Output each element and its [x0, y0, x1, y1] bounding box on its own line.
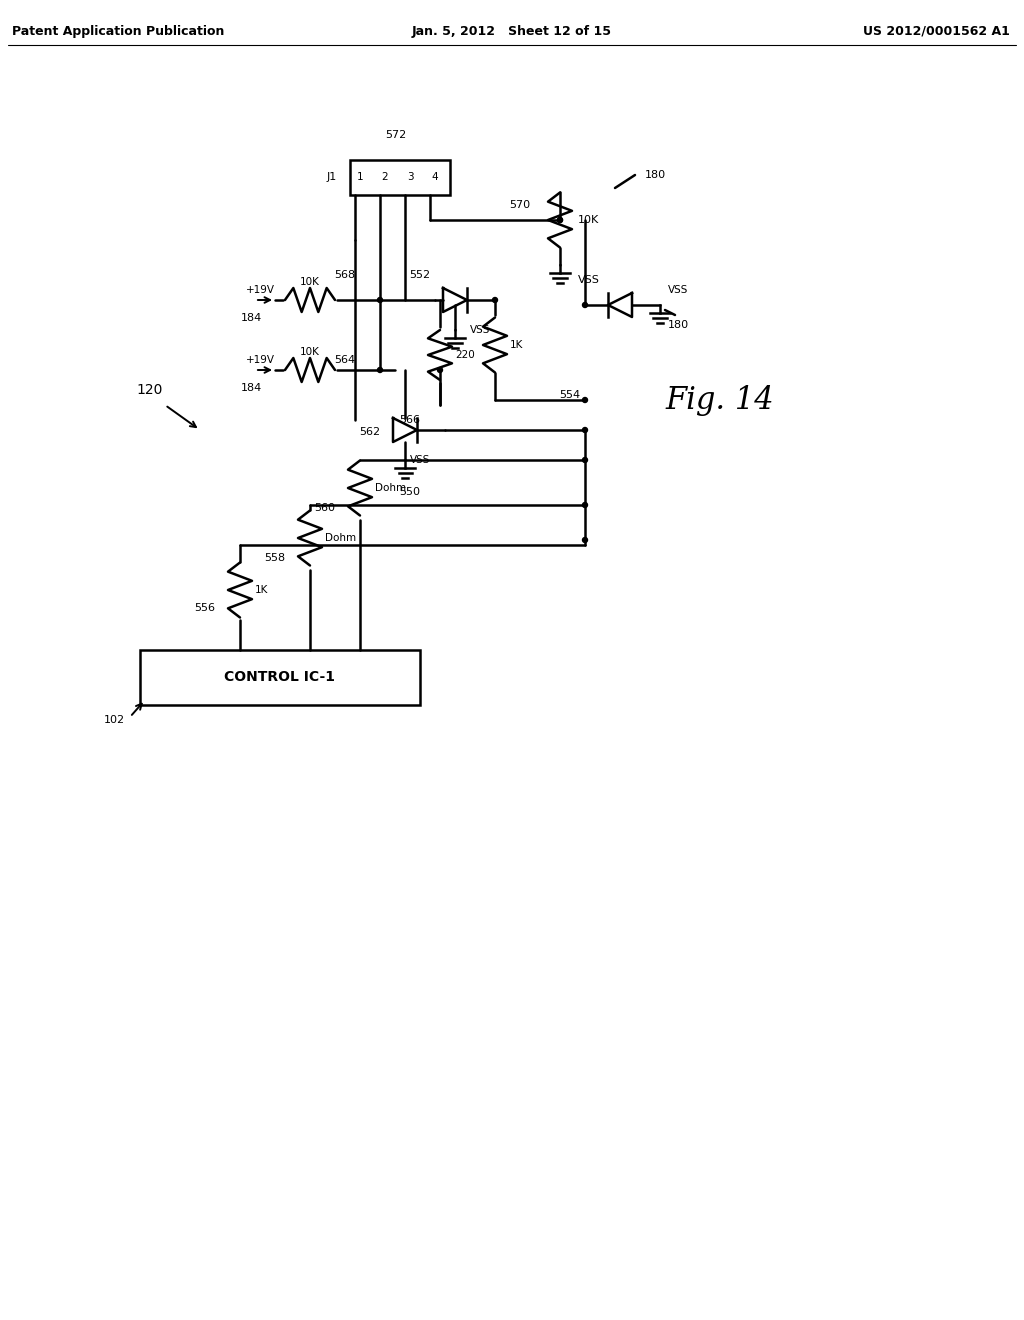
- Text: 2: 2: [382, 173, 388, 182]
- Text: 554: 554: [559, 389, 581, 400]
- Circle shape: [583, 537, 588, 543]
- Text: 562: 562: [358, 426, 380, 437]
- Text: 10K: 10K: [300, 347, 319, 356]
- Text: 180: 180: [644, 170, 666, 180]
- Text: 572: 572: [385, 129, 407, 140]
- Text: VSS: VSS: [578, 275, 600, 285]
- Text: J1: J1: [327, 173, 337, 182]
- Text: 564: 564: [335, 355, 355, 366]
- Text: Fig. 14: Fig. 14: [666, 384, 774, 416]
- Circle shape: [493, 297, 498, 302]
- Text: VSS: VSS: [410, 455, 430, 465]
- FancyBboxPatch shape: [350, 160, 450, 195]
- Text: 10K: 10K: [578, 215, 599, 224]
- Circle shape: [583, 428, 588, 433]
- Text: 552: 552: [410, 271, 430, 280]
- Text: VSS: VSS: [668, 285, 688, 294]
- Text: 560: 560: [314, 503, 335, 513]
- Text: 566: 566: [399, 414, 421, 425]
- Text: 550: 550: [399, 487, 421, 498]
- Text: Patent Application Publication: Patent Application Publication: [12, 25, 224, 38]
- Text: 570: 570: [509, 201, 530, 210]
- FancyBboxPatch shape: [140, 649, 420, 705]
- Text: 4: 4: [432, 173, 438, 182]
- Text: 10K: 10K: [300, 277, 319, 286]
- Circle shape: [378, 297, 383, 302]
- Text: 120: 120: [137, 383, 163, 397]
- Text: 1: 1: [356, 173, 364, 182]
- Circle shape: [583, 458, 588, 462]
- Circle shape: [583, 302, 588, 308]
- Text: 1K: 1K: [510, 341, 523, 350]
- Text: +19V: +19V: [246, 355, 275, 366]
- Text: CONTROL IC-1: CONTROL IC-1: [224, 671, 336, 685]
- Text: US 2012/0001562 A1: US 2012/0001562 A1: [863, 25, 1010, 38]
- Circle shape: [583, 397, 588, 403]
- Text: 558: 558: [264, 553, 285, 564]
- Circle shape: [583, 503, 588, 507]
- Circle shape: [437, 367, 442, 372]
- Circle shape: [378, 367, 383, 372]
- Circle shape: [557, 218, 562, 223]
- Circle shape: [557, 218, 562, 223]
- Text: VSS: VSS: [470, 325, 490, 335]
- Text: +19V: +19V: [246, 285, 275, 294]
- Text: 184: 184: [241, 313, 262, 323]
- Text: 184: 184: [241, 383, 262, 393]
- Text: Dohm: Dohm: [375, 483, 407, 492]
- Text: Dohm: Dohm: [325, 533, 356, 543]
- Text: 3: 3: [407, 173, 414, 182]
- Text: 102: 102: [103, 715, 125, 725]
- Text: 180: 180: [668, 319, 688, 330]
- Text: 556: 556: [194, 603, 215, 612]
- Text: 1K: 1K: [255, 585, 268, 595]
- Text: 568: 568: [335, 271, 355, 280]
- Text: 220: 220: [455, 350, 475, 360]
- Text: Jan. 5, 2012   Sheet 12 of 15: Jan. 5, 2012 Sheet 12 of 15: [412, 25, 612, 38]
